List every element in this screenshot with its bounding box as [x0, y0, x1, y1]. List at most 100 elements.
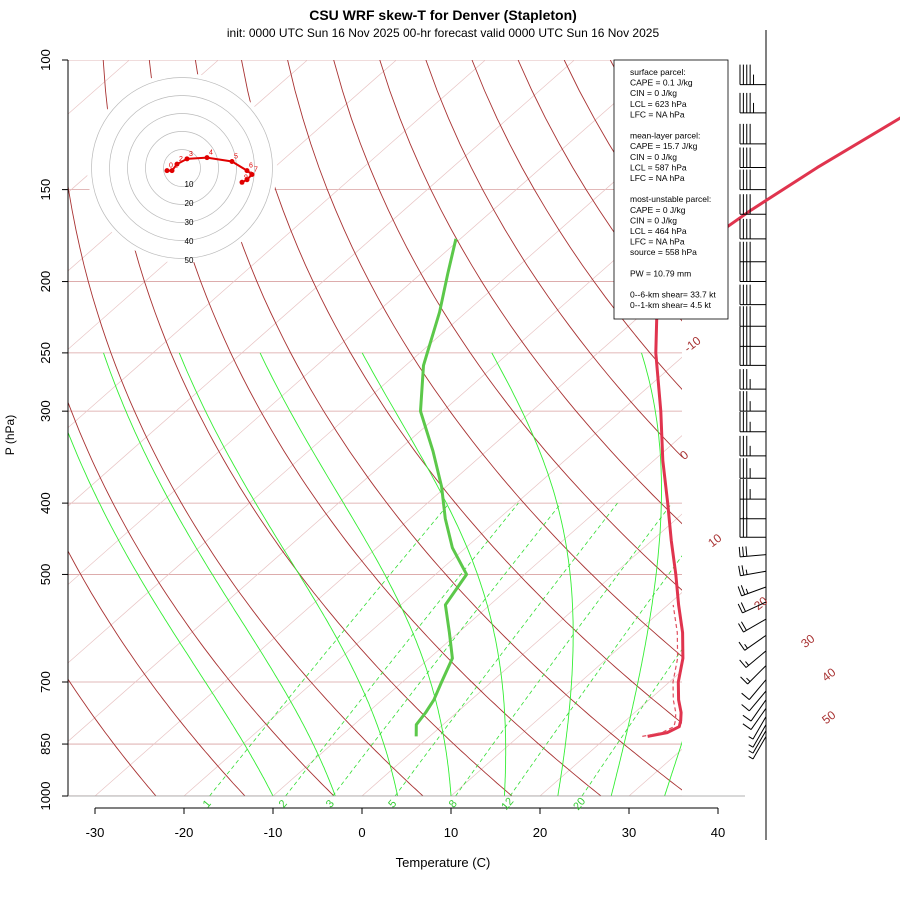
isotherm-line [450, 592, 682, 796]
legend-line: CIN = 0 J/kg [630, 152, 677, 162]
y-axis-label: P (hPa) [3, 415, 17, 455]
hodograph-height-label: 9 [244, 174, 248, 181]
mixing-ratio-label: 12 [499, 796, 516, 813]
wind-barb [737, 601, 767, 614]
hodograph-height-label: 3 [189, 151, 193, 158]
y-tick-label: 850 [38, 733, 53, 755]
isotherm-line [68, 60, 219, 193]
hodograph-ring [91, 77, 273, 259]
barb-flag [748, 756, 754, 760]
isotherm-label: 20 [751, 594, 770, 613]
wind-barb [738, 565, 767, 577]
dry-adiabat [841, 60, 900, 796]
wind-barb [748, 730, 767, 754]
isotherm-line [68, 60, 664, 586]
plot-area [68, 60, 900, 796]
barb-shaft [752, 736, 767, 760]
moist-adiabat [68, 431, 274, 796]
y-tick-label: 150 [38, 179, 53, 201]
barb-flag [739, 659, 747, 668]
hodograph-height-label: 5 [234, 154, 238, 161]
legend-line: LFC = NA hPa [630, 173, 685, 183]
legend-line: 0--6-km shear= 33.7 kt [630, 290, 716, 300]
hodograph-height-label: 0 [169, 163, 173, 170]
wind-barb [740, 665, 767, 685]
barb-flag [737, 586, 743, 597]
wind-barb [739, 169, 766, 191]
hodograph-point [244, 177, 250, 183]
wind-barb [742, 699, 767, 722]
barb-flag [744, 643, 748, 649]
x-tick-label: 20 [533, 825, 547, 840]
wind-barb [739, 369, 766, 390]
moist-adiabat [664, 741, 682, 796]
dry-adiabat [471, 60, 682, 390]
wind-barb [737, 585, 767, 597]
chart-subtitle: init: 0000 UTC Sun 16 Nov 2025 00-hr for… [227, 26, 660, 40]
barb-shaft [745, 650, 767, 668]
isotherm-label: 50 [819, 708, 838, 727]
y-tick-label: 200 [38, 271, 53, 293]
dewpoint-profile [414, 238, 469, 737]
chart-title: CSU WRF skew-T for Denver (Stapleton) [309, 7, 577, 23]
dry-adiabat [749, 60, 900, 796]
barb-shaft [752, 716, 767, 740]
isotherm-line [68, 60, 575, 507]
barb-flag [742, 714, 752, 722]
barb-flag [742, 546, 744, 557]
hodograph-height-label: 7 [254, 167, 258, 174]
dry-adiabat [333, 60, 682, 591]
barb-shaft [752, 724, 767, 748]
hodograph-ring [127, 113, 237, 223]
barb-shaft [747, 665, 767, 685]
dry-adiabat [287, 60, 682, 658]
x-tick-label: 30 [622, 825, 636, 840]
barb-shaft [750, 707, 767, 730]
hodograph-point [174, 161, 180, 167]
wind-barb [738, 546, 767, 558]
isotherm-line [94, 278, 682, 796]
barb-flag [738, 623, 744, 633]
legend-line: LFC = NA hPa [630, 237, 685, 247]
barb-flag [741, 692, 750, 701]
hodograph-point [164, 168, 170, 174]
legend-line: source = 558 hPa [630, 247, 697, 257]
y-tick-label: 700 [38, 671, 53, 693]
legend-line: LCL = 623 hPa [630, 99, 687, 109]
wind-barb [739, 194, 766, 215]
x-tick-label: -10 [264, 825, 283, 840]
mixing-ratio-line [209, 502, 450, 796]
wind-barb [739, 123, 766, 145]
dry-adiabat [68, 183, 424, 796]
hodograph-point [244, 168, 250, 174]
barb-flag [740, 585, 746, 595]
barb-shaft [742, 601, 767, 614]
barb-shaft [748, 690, 767, 712]
dry-adiabat [68, 550, 246, 796]
hodograph-point [229, 159, 235, 164]
barb-flag [745, 661, 750, 666]
hodograph-ring-label: 30 [185, 218, 194, 227]
mixing-ratio-line [455, 502, 673, 796]
legend-line: CIN = 0 J/kg [630, 215, 677, 225]
barb-shaft [740, 570, 767, 577]
hodograph-trace [167, 156, 254, 184]
isotherm-label: 40 [819, 665, 838, 684]
hodograph-height-label: 2 [179, 156, 183, 163]
y-tick-label: 1000 [38, 782, 53, 811]
legend-line: CIN = 0 J/kg [630, 88, 677, 98]
mixing-ratio-line [332, 502, 562, 796]
wind-barb [739, 241, 766, 263]
wind-barb [738, 618, 767, 633]
legend-line: LFC = NA hPa [630, 109, 685, 119]
hodograph-height-label: 8 [249, 172, 253, 179]
legend-line: LCL = 587 hPa [630, 162, 687, 172]
wind-barb [739, 64, 766, 86]
hodograph-bg [87, 73, 277, 263]
wind-barb [739, 479, 766, 500]
barb-flag [745, 569, 748, 575]
moist-adiabat [491, 352, 574, 796]
